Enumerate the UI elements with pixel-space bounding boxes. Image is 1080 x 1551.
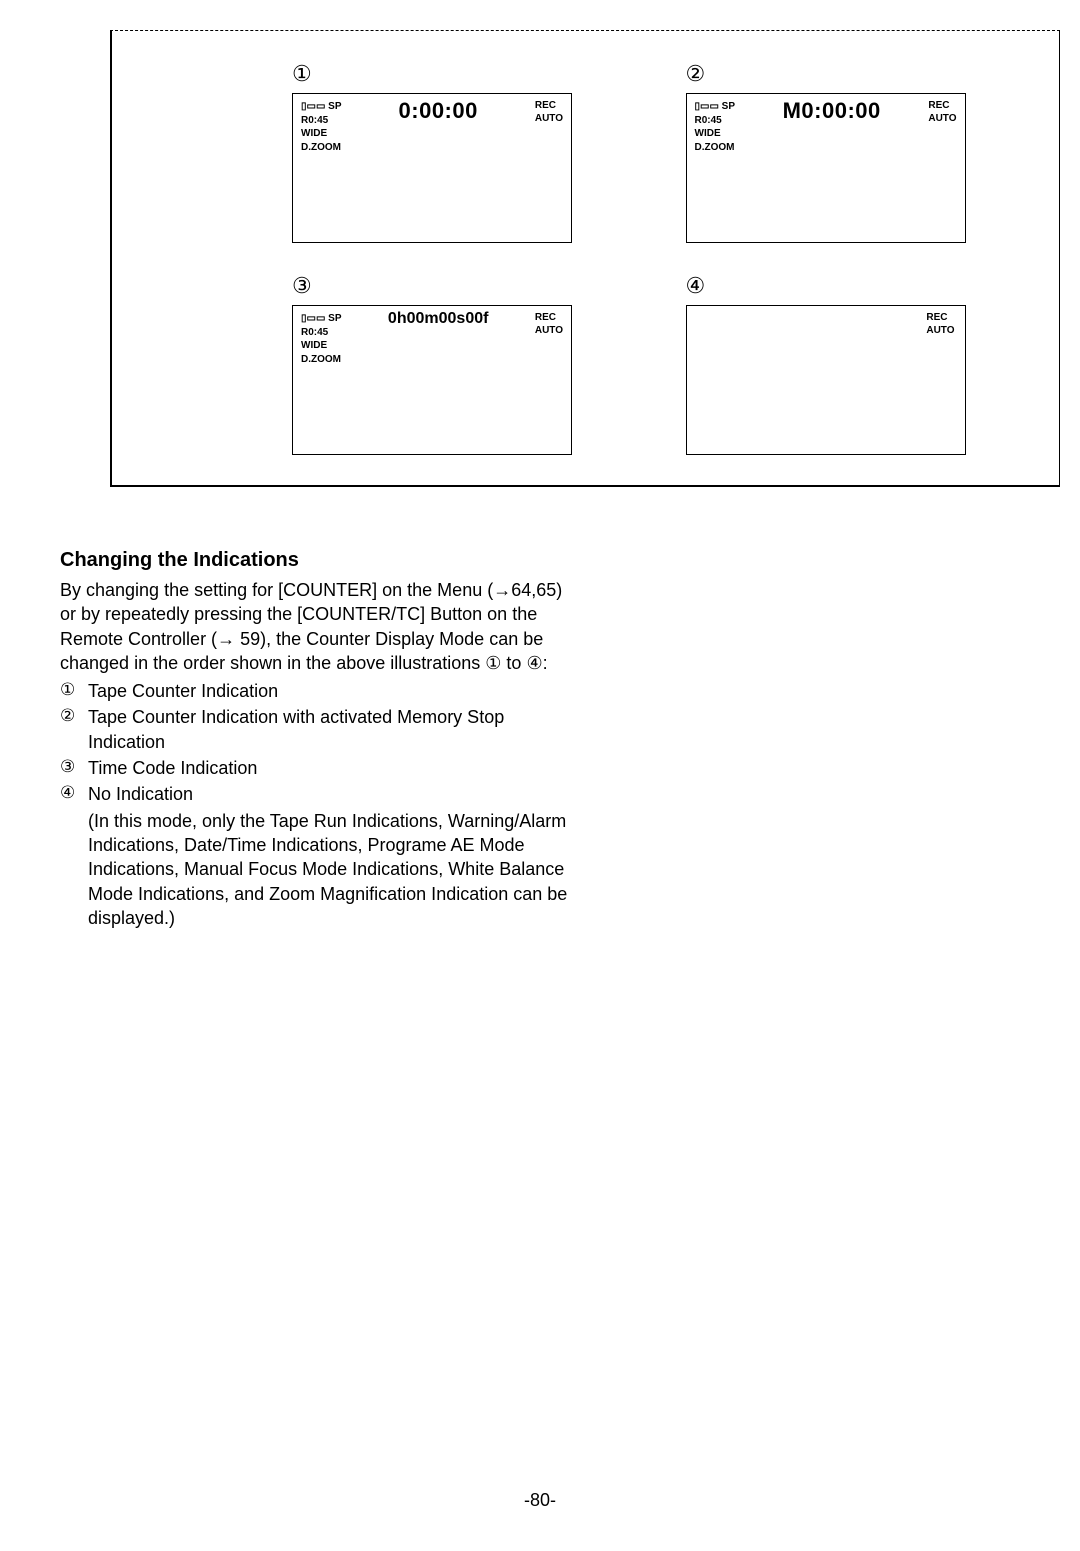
cell-2: ② ▯▭▭ SP R0:45 WIDE D.ZOOM M0:00:00 REC … [686,61,1020,243]
circled-1: ① [292,61,626,87]
panel2-l2: R0:45 [695,114,736,128]
circled-2: ② [686,61,1020,87]
panel3-l3: WIDE [301,339,342,353]
panel1-left: ▯▭▭ SP R0:45 WIDE D.ZOOM [301,100,342,154]
lcd-panel-1: ▯▭▭ SP R0:45 WIDE D.ZOOM 0:00:00 REC AUT… [292,93,572,243]
item-text-1: Tape Counter Indication [88,679,580,703]
intro-paragraph: By changing the setting for [COUNTER] on… [60,578,580,675]
panel3-right: REC AUTO [535,312,563,337]
panel1-right: REC AUTO [535,100,563,125]
lcd-panel-2: ▯▭▭ SP R0:45 WIDE D.ZOOM M0:00:00 REC AU… [686,93,966,243]
panel4-r2: AUTO [926,325,954,338]
item-num-1: ① [60,679,88,702]
panel2-r1: REC [928,100,956,113]
item-text-4: No Indication [88,782,580,806]
item-num-4: ④ [60,782,88,805]
note-block: (In this mode, only the Tape Run Indicat… [88,809,580,930]
manual-page: ① ▯▭▭ SP R0:45 WIDE D.ZOOM 0:00:00 REC A… [0,0,1080,1551]
list-item: ① Tape Counter Indication [60,679,580,703]
list-item: ② Tape Counter Indication with activated… [60,705,580,754]
panel3-r2: AUTO [535,325,563,338]
panel1-l3: WIDE [301,127,342,141]
panel1-r1: REC [535,100,563,113]
panel3-l1: ▯▭▭ SP [301,312,342,326]
item-num-2: ② [60,705,88,728]
cell-1: ① ▯▭▭ SP R0:45 WIDE D.ZOOM 0:00:00 REC A… [292,61,626,243]
panel1-l2: R0:45 [301,114,342,128]
panel1-r2: AUTO [535,113,563,126]
panel3-l4: D.ZOOM [301,353,342,367]
lcd-panel-3: ▯▭▭ SP R0:45 WIDE D.ZOOM 0h00m00s00f REC… [292,305,572,455]
list-item: ③ Time Code Indication [60,756,580,780]
item-text-2: Tape Counter Indication with activated M… [88,705,580,754]
circled-4: ④ [686,273,1020,299]
panel1-counter: 0:00:00 [342,98,535,124]
panel3-counter: 0h00m00s00f [342,310,535,328]
lcd-panel-4: REC AUTO [686,305,966,455]
panel3-left: ▯▭▭ SP R0:45 WIDE D.ZOOM [301,312,342,366]
panel4-r1: REC [926,312,954,325]
panel2-l4: D.ZOOM [695,141,736,155]
panel1-l1: ▯▭▭ SP [301,100,342,114]
panel2-l3: WIDE [695,127,736,141]
section-heading: Changing the Indications [60,547,580,574]
panel2-counter: M0:00:00 [735,98,928,124]
cell-3: ③ ▯▭▭ SP R0:45 WIDE D.ZOOM 0h00m00s00f R… [292,273,626,455]
panel2-l1: ▯▭▭ SP [695,100,736,114]
panel3-l2: R0:45 [301,326,342,340]
panel2-r2: AUTO [928,113,956,126]
page-number: -80- [60,1490,1020,1511]
item-num-3: ③ [60,756,88,779]
panel2-left: ▯▭▭ SP R0:45 WIDE D.ZOOM [695,100,736,154]
list-item: ④ No Indication [60,782,580,806]
panel1-l4: D.ZOOM [301,141,342,155]
cell-4: ④ REC AUTO [686,273,1020,455]
panel3-r1: REC [535,312,563,325]
diagram-grid: ① ▯▭▭ SP R0:45 WIDE D.ZOOM 0:00:00 REC A… [292,61,1019,455]
panel4-right: REC AUTO [926,312,954,337]
definition-list: ① Tape Counter Indication ② Tape Counter… [60,679,580,930]
item-text-3: Time Code Indication [88,756,580,780]
panel2-right: REC AUTO [928,100,956,125]
body-text: Changing the Indications By changing the… [60,547,580,930]
circled-3: ③ [292,273,626,299]
diagram-box: ① ▯▭▭ SP R0:45 WIDE D.ZOOM 0:00:00 REC A… [110,30,1060,487]
